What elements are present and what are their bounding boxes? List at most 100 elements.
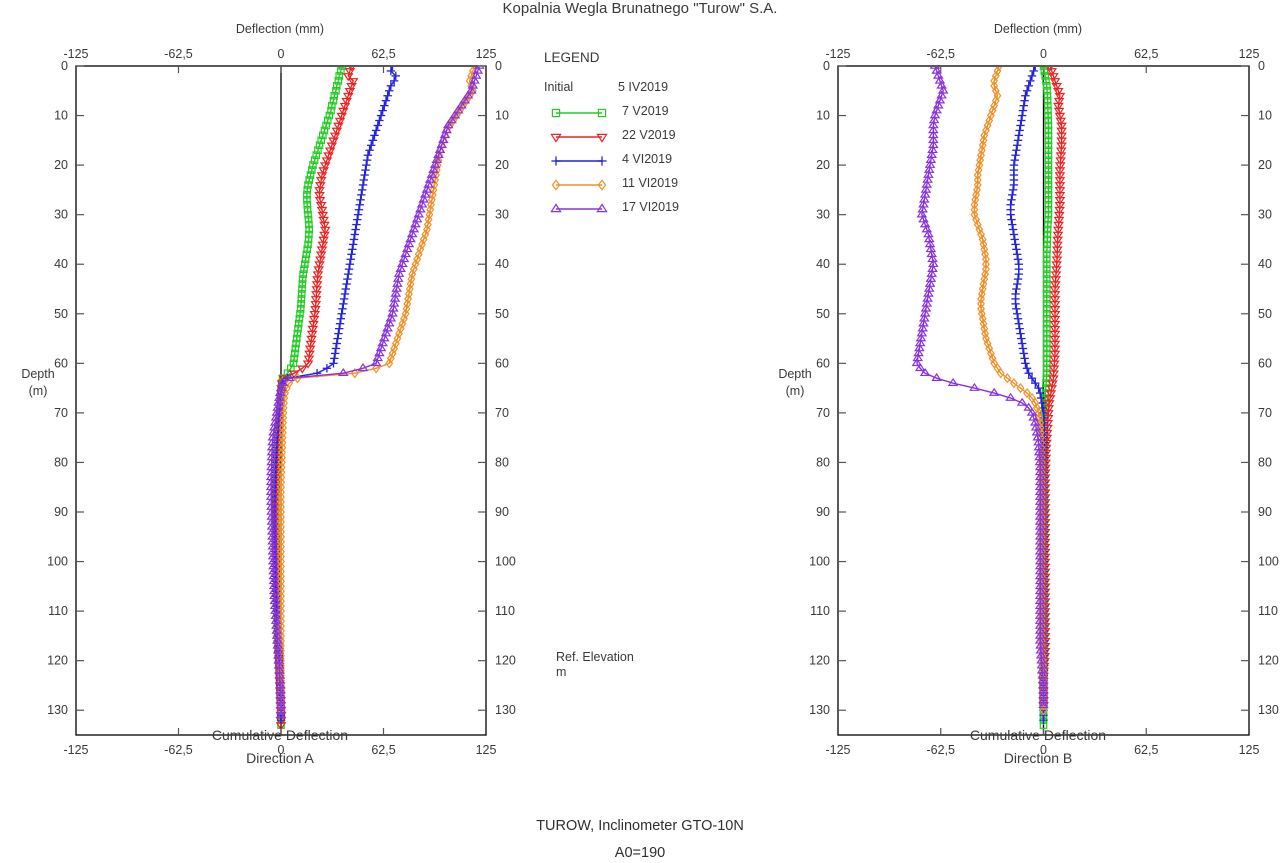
svg-text:62,5: 62,5	[371, 47, 395, 61]
svg-text:90: 90	[54, 505, 68, 519]
chart-b-ylabel-unit: (m)	[785, 384, 805, 398]
svg-text:30: 30	[1258, 208, 1272, 222]
chart-direction-b: Deflection (mm) Depth (m) Cumulative Def…	[763, 22, 1280, 812]
ref-elevation-unit: m	[556, 665, 567, 679]
svg-text:80: 80	[54, 455, 68, 469]
svg-text:60: 60	[816, 356, 830, 370]
svg-text:120: 120	[1258, 654, 1279, 668]
legend-swatch-square-icon	[544, 104, 614, 122]
legend-item-1[interactable]: 7 V2019	[544, 104, 744, 122]
svg-text:30: 30	[816, 208, 830, 222]
svg-text:120: 120	[47, 654, 68, 668]
svg-text:50: 50	[54, 307, 68, 321]
svg-text:0: 0	[1258, 59, 1265, 73]
svg-text:110: 110	[810, 604, 830, 618]
svg-text:60: 60	[54, 356, 68, 370]
legend-label-3: 4 VI2019	[622, 152, 673, 166]
chart-a-ylabel: Depth	[21, 367, 55, 381]
svg-text:10: 10	[816, 109, 830, 123]
legend-heading: LEGEND	[544, 50, 600, 65]
chart-a-top-axis-title: Deflection (mm)	[235, 22, 325, 36]
legend-label-4: 11 VI2019	[622, 176, 679, 190]
svg-text:20: 20	[54, 158, 68, 172]
chart-b-bottom-label-2: Direction B	[1003, 750, 1073, 766]
legend-item-2[interactable]: 22 V2019	[544, 128, 744, 146]
chart-b-bottom-label-1: Cumulative Deflection	[969, 727, 1107, 743]
svg-text:-62,5: -62,5	[164, 47, 193, 61]
svg-text:10: 10	[54, 109, 68, 123]
svg-text:90: 90	[816, 505, 830, 519]
page-title: Kopalnia Wegla Brunatnego "Turow" S.A.	[502, 0, 778, 17]
svg-text:0: 0	[61, 59, 68, 73]
svg-text:100: 100	[47, 555, 68, 569]
svg-text:0: 0	[495, 59, 502, 73]
ref-elevation-label: Ref. Elevation	[556, 650, 634, 664]
legend-initial-date: 5 IV2019	[618, 80, 669, 94]
svg-text:125: 125	[1239, 743, 1260, 757]
svg-text:40: 40	[1258, 257, 1272, 271]
svg-text:110: 110	[1258, 604, 1278, 618]
svg-text:0: 0	[823, 59, 830, 73]
legend-label-2: 22 V2019	[622, 128, 676, 142]
svg-text:90: 90	[1258, 505, 1272, 519]
svg-text:40: 40	[495, 257, 509, 271]
svg-text:-62,5: -62,5	[927, 47, 956, 61]
svg-text:120: 120	[495, 654, 516, 668]
legend-initial-label: Initial	[544, 80, 574, 94]
chart-a-bottom-label-2: Direction A	[246, 750, 314, 766]
footer-line-2: A0=190	[614, 845, 666, 861]
legend-label-5: 17 VI2019	[622, 200, 679, 214]
svg-text:70: 70	[1258, 406, 1272, 420]
svg-text:30: 30	[495, 208, 509, 222]
svg-text:-62,5: -62,5	[164, 743, 193, 757]
svg-text:-125: -125	[825, 47, 850, 61]
svg-text:30: 30	[54, 208, 68, 222]
svg-text:60: 60	[495, 356, 509, 370]
legend-swatch-diamond-icon	[544, 176, 614, 194]
svg-text:0: 0	[278, 743, 285, 757]
legend-swatch-triangle-down-icon	[544, 128, 614, 146]
svg-text:62,5: 62,5	[1134, 743, 1158, 757]
svg-text:20: 20	[816, 158, 830, 172]
svg-text:-125: -125	[63, 743, 88, 757]
svg-text:120: 120	[809, 654, 830, 668]
svg-text:125: 125	[476, 47, 497, 61]
legend-panel: LEGEND Initial 5 IV2019 7 V2019 22 V2019 4…	[540, 50, 760, 690]
svg-text:10: 10	[495, 109, 509, 123]
svg-text:62,5: 62,5	[371, 743, 395, 757]
legend-label-1: 7 V2019	[622, 104, 669, 118]
chart-a-bottom-label-1: Cumulative Deflection	[211, 727, 349, 743]
svg-text:40: 40	[54, 257, 68, 271]
svg-text:10: 10	[1258, 109, 1272, 123]
chart-b-ylabel: Depth	[778, 367, 812, 381]
svg-text:80: 80	[1258, 455, 1272, 469]
legend-item-3[interactable]: 4 VI2019	[544, 152, 744, 170]
legend-swatch-plus-icon	[544, 152, 614, 170]
ref-elevation-block: Ref. Elevation m	[556, 650, 634, 680]
footer-line-1: TUROW, Inclinometer GTO-10N	[536, 818, 744, 834]
svg-text:130: 130	[47, 703, 68, 717]
svg-text:125: 125	[1239, 47, 1260, 61]
svg-text:50: 50	[1258, 307, 1272, 321]
legend-swatch-triangle-up-icon	[544, 200, 614, 218]
svg-text:20: 20	[495, 158, 509, 172]
svg-text:20: 20	[1258, 158, 1272, 172]
svg-text:80: 80	[495, 455, 509, 469]
svg-text:62,5: 62,5	[1134, 47, 1158, 61]
chart-direction-a: Deflection (mm) Depth (m) Cumulative Def…	[0, 22, 520, 812]
legend-item-5[interactable]: 17 VI2019	[544, 200, 744, 218]
svg-text:130: 130	[809, 703, 830, 717]
svg-text:70: 70	[495, 406, 509, 420]
svg-text:100: 100	[809, 555, 830, 569]
svg-text:130: 130	[1258, 703, 1279, 717]
svg-text:50: 50	[816, 307, 830, 321]
svg-text:-62,5: -62,5	[927, 743, 956, 757]
chart-a-ylabel-unit: (m)	[28, 384, 48, 398]
svg-text:100: 100	[495, 555, 516, 569]
legend-item-4[interactable]: 11 VI2019	[544, 176, 744, 194]
svg-text:40: 40	[816, 257, 830, 271]
svg-text:60: 60	[1258, 356, 1272, 370]
svg-text:80: 80	[816, 455, 830, 469]
